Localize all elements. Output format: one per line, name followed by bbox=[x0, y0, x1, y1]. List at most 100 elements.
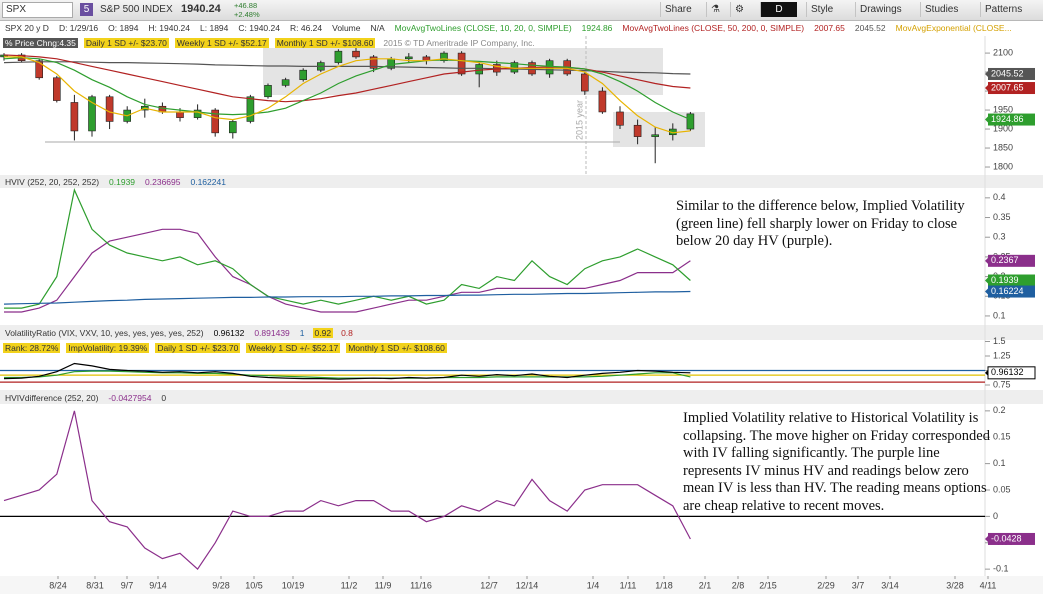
symbol-field[interactable]: SPX bbox=[2, 2, 73, 18]
candle-body bbox=[580, 73, 589, 92]
y-tick-label: -0.1 bbox=[993, 564, 1009, 574]
x-tick-label: 2/8 bbox=[732, 580, 745, 590]
y-tick-label: 0.4 bbox=[993, 192, 1006, 202]
candle-body bbox=[211, 109, 219, 134]
y-tick-label: 1850 bbox=[993, 142, 1013, 152]
header-item: Volume bbox=[332, 23, 361, 33]
header-item: 2045.52 bbox=[854, 23, 886, 33]
value-badge bbox=[988, 532, 1035, 545]
value-badge-label: 2045.52 bbox=[991, 68, 1024, 78]
studies-button[interactable]: Studies bbox=[920, 2, 962, 17]
y-tick-label: 0.3 bbox=[993, 232, 1006, 242]
x-axis-band bbox=[0, 576, 1043, 594]
header-item: MovAvgTwoLines (CLOSE, 10, 20, 0, SIMPLE… bbox=[394, 23, 572, 33]
timeframe-button[interactable]: D bbox=[760, 2, 797, 17]
header-item: Daily 1 SD +/- $23.70 bbox=[155, 343, 241, 353]
value-badge-label: 0.96132 bbox=[991, 367, 1024, 377]
study-header: VolatilityRatio (VIX, VXV, 10, yes, yes,… bbox=[3, 328, 361, 339]
patterns-button[interactable]: Patterns bbox=[980, 2, 1026, 17]
header-item: 1924.86 bbox=[581, 23, 613, 33]
header-item: N/A bbox=[370, 23, 385, 33]
x-tick-label: 8/31 bbox=[86, 580, 104, 590]
header-item: -0.0427954 bbox=[108, 393, 152, 403]
candle-body bbox=[651, 134, 660, 137]
header-item: H: 1940.24 bbox=[148, 23, 191, 33]
y-tick-label: 1.25 bbox=[993, 350, 1011, 360]
study-header: % Price Chng:4.35 Daily 1 SD +/- $23.70 We… bbox=[3, 38, 543, 49]
x-tick-label: 11/2 bbox=[341, 580, 358, 590]
study-header: Rank: 28.72% ImpVolatility: 19.39% Daily 1… bbox=[3, 343, 453, 354]
candle-body bbox=[616, 111, 624, 126]
badge-pointer bbox=[985, 535, 988, 542]
study-header: SPX 20 y D D: 1/29/16 O: 1894 H: 1940.24 L: … bbox=[3, 23, 1020, 34]
value-badge bbox=[988, 285, 1035, 298]
x-tick-label: 3/28 bbox=[946, 580, 964, 590]
candle-body bbox=[264, 85, 272, 98]
value-badge bbox=[988, 67, 1035, 80]
header-item: 0.8 bbox=[341, 328, 353, 338]
candle-body bbox=[246, 96, 255, 122]
x-tick-label: 9/14 bbox=[149, 580, 167, 590]
pct-change: +2.48% bbox=[234, 10, 260, 19]
header-item: 0.162241 bbox=[190, 177, 226, 187]
header-item: 0.236695 bbox=[145, 177, 181, 187]
header-item: D: 1/29/16 bbox=[58, 23, 99, 33]
value-badge-label: 0.16224 bbox=[991, 286, 1024, 296]
header-item: SPX 20 y D bbox=[5, 23, 49, 33]
y-tick-label: 0 bbox=[993, 511, 998, 521]
header-item: Weekly 1 SD +/- $52.17 bbox=[246, 343, 341, 353]
instrument-name: S&P 500 INDEX bbox=[100, 4, 173, 15]
header-item: C: 1940.24 bbox=[238, 23, 280, 33]
share-button[interactable]: Share bbox=[660, 2, 696, 17]
header-item: Weekly 1 SD +/- $52.17 bbox=[174, 38, 269, 48]
y-tick-label: 2100 bbox=[993, 47, 1013, 57]
candle-body bbox=[193, 109, 202, 118]
value-badge bbox=[988, 274, 1035, 287]
series-line bbox=[3, 56, 691, 121]
style-button[interactable]: Style bbox=[806, 2, 837, 17]
value-badge-label: 0.2367 bbox=[991, 255, 1019, 265]
panel-separator bbox=[0, 390, 1043, 404]
y-tick-label: 0.1 bbox=[993, 458, 1006, 468]
x-tick-label: 1/4 bbox=[587, 580, 600, 590]
header-item: ImpVolatility: 19.39% bbox=[66, 343, 150, 353]
hviv-annotation: Similar to the difference below, Implied… bbox=[676, 198, 965, 249]
y-tick-label: 0.75 bbox=[993, 379, 1011, 389]
x-tick-label: 11/16 bbox=[410, 580, 432, 590]
last-price: 1940.24 bbox=[181, 3, 221, 15]
link-badge[interactable]: 5 bbox=[80, 3, 93, 16]
header-item: Monthly 1 SD +/- $108.60 bbox=[274, 38, 376, 48]
x-tick-label: 12/14 bbox=[516, 580, 539, 590]
candle-body bbox=[35, 60, 44, 79]
value-badge-label: 2007.65 bbox=[991, 82, 1024, 92]
flask-button[interactable]: ⚗ bbox=[706, 2, 724, 17]
badge-pointer bbox=[985, 116, 988, 123]
y-tick-label: 0.15 bbox=[993, 432, 1011, 442]
x-tick-label: 2/1 bbox=[699, 580, 712, 590]
x-tick-label: 12/7 bbox=[480, 580, 498, 590]
toolbar: SPX 5 S&P 500 INDEX 1940.24 +46.88 +2.48… bbox=[0, 0, 1043, 21]
candle-body bbox=[176, 111, 184, 118]
y-tick-label: 1900 bbox=[993, 123, 1013, 133]
header-item: L: 1894 bbox=[200, 23, 229, 33]
value-badge-label: -0.0428 bbox=[991, 533, 1022, 543]
value-badge bbox=[988, 254, 1035, 267]
drawings-button[interactable]: Drawings bbox=[855, 2, 906, 17]
candle-body bbox=[352, 50, 360, 58]
candle-body bbox=[52, 77, 61, 101]
candle-body bbox=[440, 52, 448, 61]
badge-pointer bbox=[985, 288, 988, 295]
header-item: VolatilityRatio (VIX, VXV, 10, yes, yes,… bbox=[5, 328, 204, 338]
candle-body bbox=[475, 64, 484, 75]
candle-body bbox=[70, 102, 79, 132]
x-tick-label: 2/15 bbox=[759, 580, 777, 590]
year-label: 2015 year bbox=[574, 100, 584, 140]
x-tick-label: 1/11 bbox=[620, 580, 637, 590]
candle-body bbox=[88, 96, 96, 132]
header-item: Monthly 1 SD +/- $108.60 bbox=[346, 343, 447, 353]
y-tick-label: 1.5 bbox=[993, 336, 1006, 346]
y-tick-label: 1800 bbox=[993, 161, 1013, 171]
x-tick-label: 8/24 bbox=[49, 580, 67, 590]
settings-button[interactable]: ⚙ bbox=[730, 2, 748, 17]
